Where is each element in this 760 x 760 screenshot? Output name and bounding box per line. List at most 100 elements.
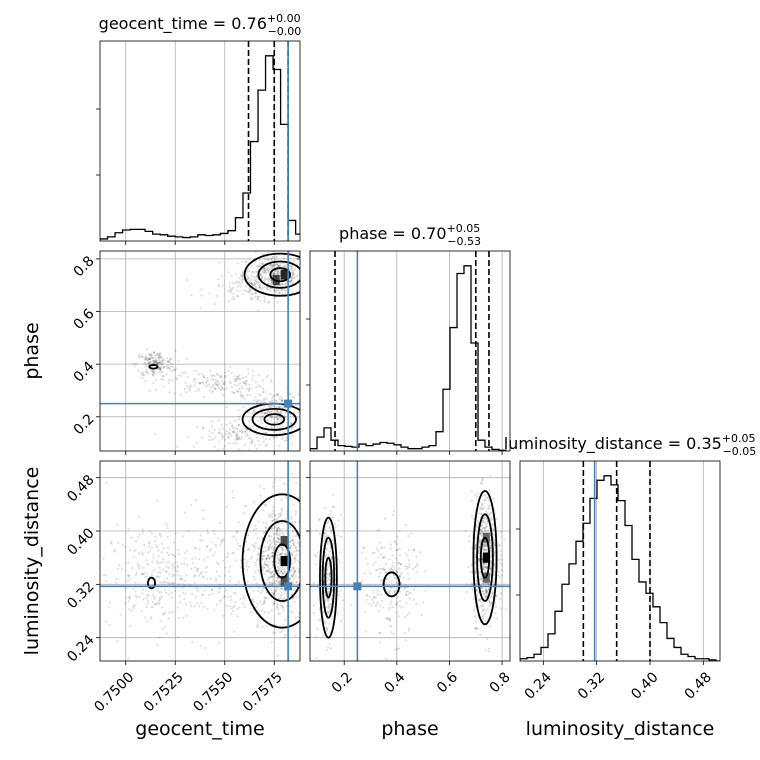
- sample-point: [305, 603, 307, 605]
- sample-point: [479, 482, 482, 485]
- sample-point: [383, 546, 386, 549]
- sample-point: [237, 376, 240, 379]
- sample-point: [208, 383, 211, 386]
- sample-point: [259, 285, 262, 288]
- sample-point: [134, 581, 137, 584]
- sample-point: [201, 593, 204, 596]
- sample-point: [277, 537, 280, 541]
- sample-point: [236, 615, 239, 618]
- sample-point: [363, 610, 367, 613]
- sample-point: [124, 602, 127, 605]
- sample-point: [489, 517, 492, 520]
- sample-point: [274, 514, 277, 517]
- sample-point: [254, 381, 258, 384]
- sample-point: [224, 387, 227, 390]
- sample-point: [395, 548, 398, 552]
- sample-point: [272, 532, 275, 535]
- sample-point: [374, 605, 377, 608]
- sample-point: [200, 593, 204, 596]
- sample-point: [256, 270, 259, 273]
- sample-point: [480, 480, 483, 483]
- sample-point: [253, 549, 256, 552]
- sample-point: [179, 601, 182, 604]
- sample-point: [146, 562, 149, 565]
- sample-point: [197, 568, 200, 571]
- sample-point: [138, 595, 141, 598]
- sample-point: [258, 259, 262, 262]
- sample-point: [294, 546, 298, 549]
- sample-point: [486, 638, 489, 641]
- sample-point: [302, 491, 304, 493]
- sample-point: [116, 523, 119, 526]
- sample-point: [227, 271, 230, 274]
- sample-point: [152, 553, 155, 556]
- sample-point: [397, 562, 400, 565]
- y-tick-label: 0.32: [64, 579, 97, 612]
- sample-point: [407, 535, 410, 538]
- sample-point: [270, 280, 273, 283]
- sample-point: [173, 574, 176, 577]
- sample-point: [305, 615, 307, 617]
- sample-point: [228, 431, 231, 434]
- sample-point: [247, 372, 250, 375]
- sample-point: [275, 526, 278, 530]
- sample-point: [220, 598, 223, 602]
- sample-point: [161, 371, 164, 374]
- sample-point: [481, 482, 484, 485]
- sample-point: [146, 572, 149, 575]
- sample-point: [263, 412, 267, 415]
- sample-point: [152, 374, 155, 377]
- sample-point: [273, 527, 276, 530]
- sample-point: [415, 555, 418, 558]
- sample-point: [234, 438, 237, 441]
- sample-point: [168, 581, 171, 584]
- sample-point: [255, 275, 258, 278]
- sample-point: [171, 573, 175, 576]
- sample-point: [485, 496, 488, 499]
- sample-point: [412, 549, 416, 552]
- sample-point: [330, 556, 333, 559]
- sample-point: [214, 577, 218, 580]
- sample-point: [482, 549, 485, 552]
- sample-point: [261, 276, 264, 279]
- sample-point: [482, 546, 485, 549]
- sample-point: [251, 284, 254, 287]
- y-tick-label: 0.8: [71, 253, 98, 280]
- sample-point: [236, 542, 240, 545]
- sample-point: [487, 504, 490, 507]
- sample-point: [133, 550, 136, 553]
- sample-point: [272, 272, 275, 275]
- sample-point: [267, 405, 270, 408]
- sample-point: [155, 361, 158, 364]
- sample-point: [168, 573, 171, 576]
- sample-point: [159, 581, 162, 584]
- sample-point: [236, 384, 239, 387]
- sample-point: [388, 624, 391, 627]
- sample-point: [249, 289, 252, 292]
- sample-point: [294, 575, 297, 578]
- sample-point: [482, 521, 485, 524]
- sample-point: [245, 428, 248, 431]
- sample-point: [214, 387, 217, 390]
- sample-point: [473, 547, 477, 550]
- sample-point: [272, 593, 275, 597]
- sample-point: [224, 574, 227, 577]
- truth-marker: [353, 582, 362, 591]
- sample-point: [307, 421, 309, 423]
- sample-point: [280, 399, 284, 402]
- sample-point: [176, 445, 179, 448]
- sample-point: [264, 504, 267, 507]
- sample-point: [302, 592, 304, 594]
- sample-point: [281, 587, 284, 591]
- sample-point: [301, 572, 303, 574]
- contour-level-1: [259, 520, 300, 602]
- sample-point: [144, 355, 148, 358]
- sample-point: [327, 611, 330, 614]
- sample-point: [288, 279, 291, 283]
- sample-point: [288, 298, 291, 302]
- sample-point: [252, 528, 256, 531]
- sample-point: [256, 553, 259, 556]
- sample-point: [262, 587, 265, 590]
- sample-point: [247, 276, 250, 279]
- sample-point: [142, 371, 145, 374]
